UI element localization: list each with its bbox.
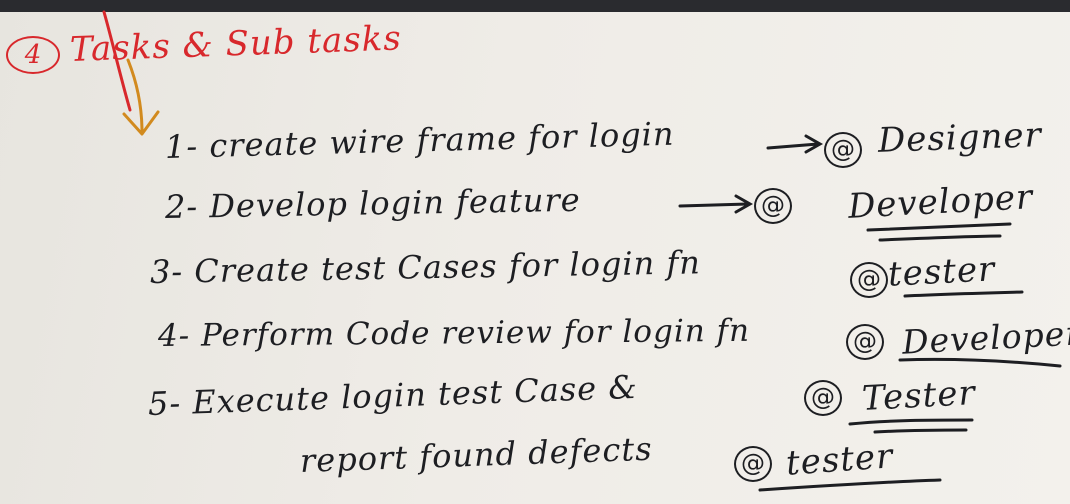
mention-at-1: @ xyxy=(824,132,862,168)
task-line-4: 4- Perform Code review for login fn xyxy=(157,312,751,354)
arrow-icon-2 xyxy=(678,194,754,214)
task-line-3: 3- Create test Cases for login fn xyxy=(149,243,702,291)
task-line-1: 1- create wire frame for login xyxy=(164,114,675,166)
arrow-icon-1 xyxy=(766,134,824,154)
mention-at-6: @ xyxy=(734,446,772,482)
underline-row-2 xyxy=(866,222,1012,232)
role-label-6: tester xyxy=(784,436,895,484)
task-line-6: report found defects xyxy=(299,429,654,480)
task-line-5: 5- Execute login test Case & xyxy=(147,367,639,423)
role-label-3: tester xyxy=(887,249,997,295)
role-label-4: Developer xyxy=(901,313,1070,362)
section-heading: Tasks & Sub tasks xyxy=(69,18,403,70)
underline-row-2-b xyxy=(878,234,1002,242)
orange-arrow-icon xyxy=(122,58,160,136)
mention-at-5: @ xyxy=(804,380,842,416)
role-label-5: Tester xyxy=(861,373,977,419)
mention-at-3: @ xyxy=(850,262,888,298)
role-label-1: Designer xyxy=(877,115,1043,161)
mention-at-2: @ xyxy=(754,188,792,224)
section-number-circle: 4 xyxy=(6,36,60,74)
role-label-2: Developer xyxy=(847,177,1035,227)
mention-at-4: @ xyxy=(846,324,884,360)
underline-row-5-b xyxy=(873,428,968,434)
screen-bezel xyxy=(0,0,1070,12)
task-line-2: 2- Develop login feature xyxy=(164,180,581,226)
underline-row-5 xyxy=(848,418,974,426)
